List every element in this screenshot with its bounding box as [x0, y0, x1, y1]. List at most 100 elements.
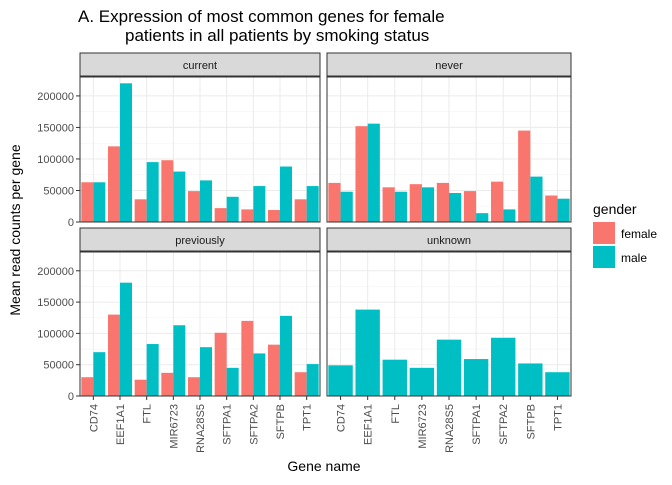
bar-unknown-MIR6723-male [409, 367, 435, 396]
legend-title: gender [593, 201, 637, 217]
bar-never-FTL-male [394, 191, 407, 222]
bar-never-SFTPB-male [530, 176, 543, 222]
bar-current-SFTPA2-male [253, 186, 266, 222]
bar-never-TPT1-female [545, 195, 558, 222]
bar-current-TPT1-female [294, 199, 307, 222]
bar-never-RNA28S5-male [449, 193, 462, 222]
x-tick-label: SFTPA1 [471, 404, 483, 445]
bar-current-SFTPA1-male [226, 196, 239, 222]
y-tick-label: 100000 [37, 328, 74, 340]
bar-unknown-SFTPB-male [518, 363, 543, 396]
y-tick-label: 50000 [43, 360, 74, 372]
bar-current-SFTPB-male [280, 166, 292, 222]
bar-unknown-SFTPA2-male [491, 337, 516, 396]
bar-previously-CD74-male [93, 352, 106, 396]
facet-strip-label: previously [175, 235, 225, 247]
bar-current-SFTPA2-female [241, 209, 254, 222]
facet-strip-label: current [183, 60, 217, 72]
x-tick-label: MIR6723 [417, 404, 429, 449]
bar-current-TPT1-male [306, 186, 319, 222]
y-axis-label: Mean read counts per gene [7, 144, 23, 315]
bar-unknown-RNA28S5-male [436, 339, 462, 396]
legend-swatch-female [593, 222, 615, 244]
bar-current-FTL-male [146, 162, 159, 222]
bar-never-CD74-female [328, 182, 341, 222]
legend: gender female male [593, 201, 657, 268]
y-tick-label: 200000 [37, 266, 74, 278]
facet-panel-previously: previously [79, 227, 321, 397]
x-tick-label: RNA28S5 [195, 404, 207, 453]
facets: current never previously unknown [79, 52, 572, 397]
bar-current-RNA28S5-male [200, 180, 212, 222]
x-tick-label: SFTPB [275, 404, 287, 439]
x-axis-label: Gene name [287, 458, 360, 474]
bar-unknown-EEF1A1-male [355, 309, 380, 396]
legend-label-female: female [621, 227, 657, 241]
y-tick-label: 200000 [37, 91, 74, 103]
bar-previously-RNA28S5-female [188, 377, 200, 396]
bar-current-SFTPA1-female [214, 208, 227, 222]
bar-never-SFTPA1-male [476, 213, 489, 222]
bar-previously-FTL-male [146, 344, 159, 396]
y-tick-label: 100000 [37, 154, 74, 166]
bar-previously-RNA28S5-male [200, 347, 212, 396]
x-tick-label: FTL [142, 404, 154, 424]
x-tick-label: TPT1 [552, 404, 564, 431]
bar-never-FTL-female [382, 187, 395, 222]
bar-never-TPT1-male [557, 198, 570, 222]
bar-previously-EEF1A1-female [108, 314, 120, 396]
bar-previously-MIR6723-male [173, 325, 186, 396]
facet-strip [79, 52, 321, 77]
bar-unknown-TPT1-male [545, 372, 570, 396]
bar-previously-TPT1-female [294, 372, 307, 396]
bar-current-MIR6723-male [173, 171, 186, 222]
x-tick-label: MIR6723 [168, 404, 180, 449]
bar-previously-SFTPB-male [280, 315, 292, 396]
bar-previously-MIR6723-female [161, 372, 174, 396]
x-tick-label: RNA28S5 [444, 404, 456, 453]
bar-never-EEF1A1-female [355, 126, 368, 222]
x-tick-label: EEF1A1 [115, 404, 127, 445]
x-tick-label: CD74 [336, 404, 348, 432]
bar-never-EEF1A1-male [367, 123, 380, 222]
facet-strip-label: never [435, 60, 463, 72]
x-tick-label: CD74 [88, 404, 100, 432]
chart-title-line-1: A. Expression of most common genes for f… [78, 7, 445, 26]
x-tick-label: FTL [390, 404, 402, 424]
bar-previously-CD74-female [81, 377, 94, 396]
bar-never-SFTPA1-female [463, 191, 477, 222]
bar-previously-SFTPA1-male [226, 367, 239, 396]
bar-previously-SFTPA2-male [253, 353, 266, 396]
y-tick-label: 150000 [37, 122, 74, 134]
x-tick-label: SFTPA1 [222, 404, 234, 445]
y-tick-label: 150000 [37, 297, 74, 309]
bar-current-CD74-male [93, 182, 106, 222]
bar-never-SFTPB-female [518, 130, 531, 222]
x-tick-label: EEF1A1 [363, 404, 375, 445]
bar-unknown-FTL-male [382, 359, 407, 396]
facet-panel-never: never [326, 52, 572, 223]
x-tick-label: SFTPB [525, 404, 537, 439]
facet-strip [326, 52, 572, 77]
y-tick-label: 0 [68, 391, 74, 403]
facet-panel-unknown: unknown [326, 227, 572, 397]
bar-never-RNA28S5-female [436, 182, 449, 222]
chart-title-line-2: patients in all patients by smoking stat… [125, 26, 429, 45]
bar-current-RNA28S5-female [188, 191, 200, 222]
bar-previously-SFTPA1-female [214, 332, 227, 396]
y-tick-label: 50000 [43, 185, 74, 197]
axes: 0 50000 100000 150000 200000 0 50000 100000 1500… [37, 91, 564, 453]
x-tick-label: SFTPA2 [248, 404, 260, 445]
bar-previously-SFTPA2-female [241, 320, 254, 396]
y-tick-label: 0 [68, 217, 74, 229]
bar-never-SFTPA2-male [503, 209, 516, 222]
bar-previously-SFTPB-female [268, 344, 280, 396]
legend-swatch-male [593, 246, 615, 268]
bar-previously-FTL-female [134, 379, 147, 396]
bar-current-CD74-female [81, 182, 94, 222]
bar-current-SFTPB-female [268, 210, 280, 222]
bar-never-SFTPA2-female [491, 181, 504, 222]
legend-label-male: male [621, 251, 647, 265]
panel-border [326, 76, 572, 223]
